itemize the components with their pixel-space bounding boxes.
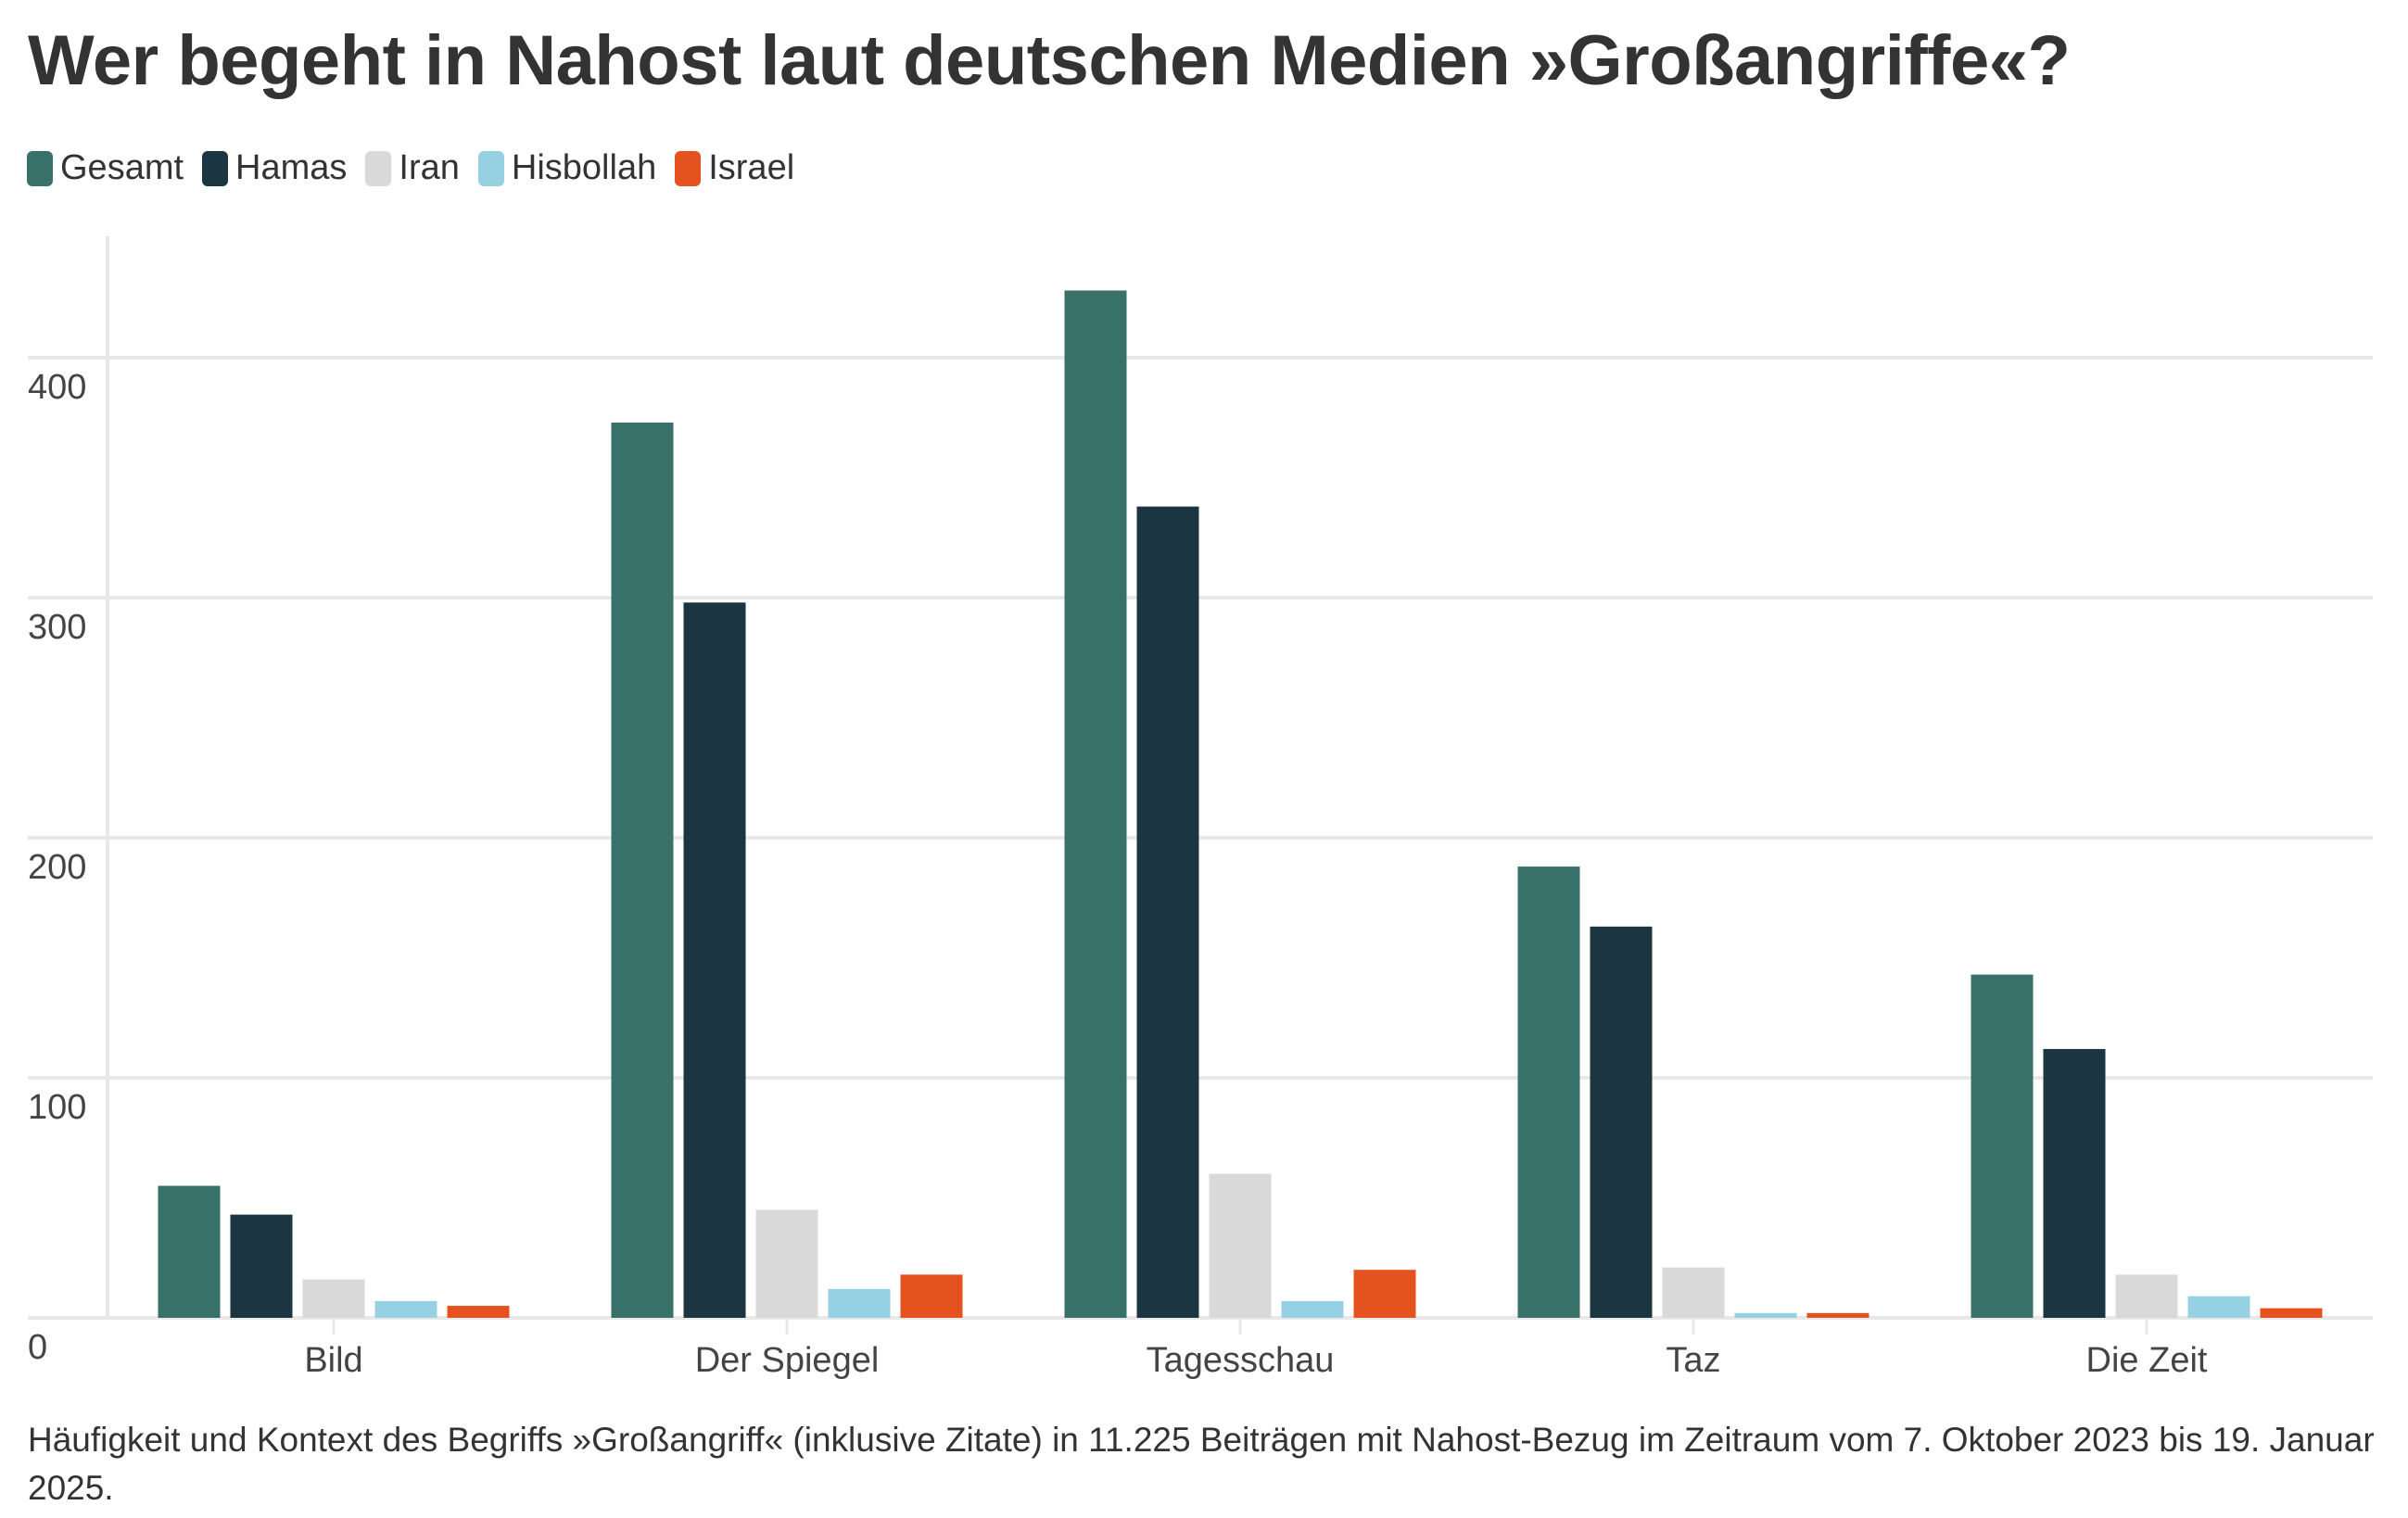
x-tick-label: Der Spiegel	[695, 1341, 880, 1380]
y-tick-label: 100	[28, 1088, 86, 1127]
legend-label-iran: Iran	[399, 148, 460, 187]
bar-israel-taz	[1806, 1312, 1869, 1318]
y-tick-label: 0	[28, 1328, 47, 1367]
legend-label-hamas: Hamas	[235, 148, 348, 187]
bar-iran-tagesschau	[1209, 1173, 1272, 1318]
bar-hisbollah-die-zeit	[2187, 1296, 2250, 1318]
x-tick-label: Bild	[304, 1341, 362, 1380]
legend-item-hamas[interactable]: Hamas	[202, 148, 347, 188]
bar-chart: 0 100 200 300 400 Bild Der Spiegel Tagesschau T…	[28, 236, 2373, 1380]
chart-title: Wer begeht in Nahost laut deutschen Medi…	[28, 21, 2071, 100]
y-tick-label: 300	[28, 608, 86, 647]
bar-gesamt-die-zeit	[1971, 974, 2034, 1318]
bar-hisbollah-taz	[1734, 1312, 1797, 1318]
bar-gesamt-der-spiegel	[611, 422, 674, 1318]
chart-caption: Häufigkeit und Kontext des Begriffs »Gro…	[28, 1421, 2375, 1507]
legend-item-iran[interactable]: Iran	[365, 148, 460, 188]
legend-item-gesamt[interactable]: Gesamt	[27, 148, 184, 188]
bar-hamas-der-spiegel	[683, 602, 746, 1318]
bar-israel-die-zeit	[2260, 1308, 2323, 1318]
legend-label-gesamt: Gesamt	[60, 148, 184, 187]
bar-hamas-taz	[1590, 926, 1653, 1318]
bar-gesamt-taz	[1517, 867, 1580, 1318]
bar-israel-bild	[447, 1306, 510, 1318]
bar-hisbollah-bild	[374, 1300, 437, 1318]
legend-label-israel: Israel	[708, 148, 795, 187]
legend-item-hisbollah[interactable]: Hisbollah	[477, 148, 657, 188]
y-tick-label: 400	[28, 368, 86, 407]
legend-item-israel[interactable]: Israel	[675, 148, 794, 188]
x-axis: Bild Der Spiegel Tagesschau Taz Die Zeit	[304, 1318, 2208, 1380]
bar-gesamt-tagesschau	[1064, 290, 1127, 1319]
legend-swatch-hamas	[202, 150, 229, 186]
bars	[158, 290, 2323, 1319]
bar-israel-der-spiegel	[900, 1274, 963, 1318]
y-tick-label: 200	[28, 848, 86, 887]
legend-swatch-iran	[365, 150, 392, 186]
bar-israel-tagesschau	[1353, 1270, 1416, 1318]
bar-iran-bild	[302, 1279, 365, 1318]
bar-hamas-tagesschau	[1136, 506, 1199, 1318]
bar-iran-die-zeit	[2115, 1274, 2178, 1318]
x-tick-label: Tagesschau	[1147, 1341, 1335, 1380]
legend-swatch-hisbollah	[477, 150, 504, 186]
bar-gesamt-bild	[158, 1185, 221, 1318]
bar-hamas-die-zeit	[2043, 1048, 2106, 1318]
legend-swatch-israel	[675, 150, 702, 186]
bar-iran-der-spiegel	[755, 1209, 818, 1318]
bar-iran-taz	[1662, 1267, 1725, 1318]
bar-hamas-bild	[230, 1214, 293, 1318]
legend: Gesamt Hamas Iran Hisbollah Israel	[27, 148, 813, 188]
y-axis: 0 100 200 300 400	[28, 368, 86, 1367]
bar-hisbollah-der-spiegel	[828, 1288, 891, 1318]
x-tick-label: Die Zeit	[2086, 1341, 2208, 1380]
x-tick-label: Taz	[1666, 1341, 1720, 1380]
legend-label-hisbollah: Hisbollah	[511, 148, 657, 187]
legend-swatch-gesamt	[27, 150, 53, 186]
bar-hisbollah-tagesschau	[1281, 1300, 1344, 1318]
